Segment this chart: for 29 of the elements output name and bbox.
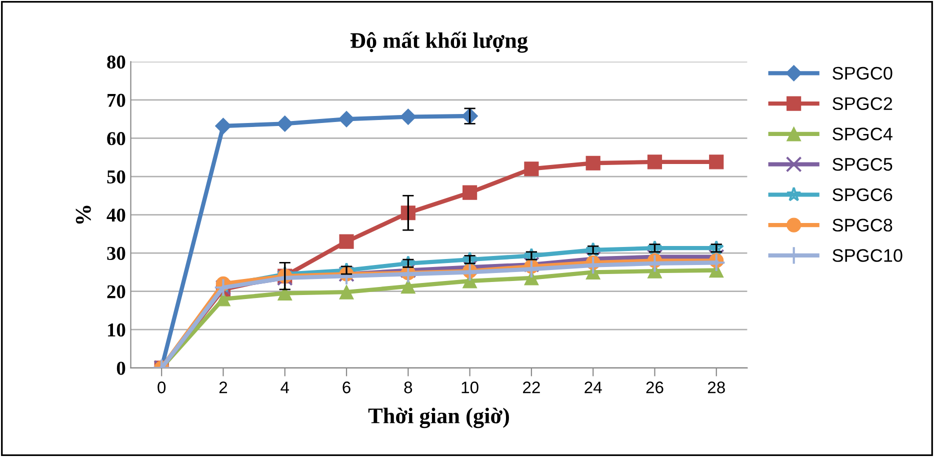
legend-label: SPGC6: [832, 188, 892, 202]
y-tick-label: 10: [108, 323, 126, 337]
x-tick-label: 6: [342, 382, 350, 394]
y-tick-label: 30: [107, 246, 126, 260]
y-tick-label: 50: [107, 170, 126, 184]
x-tick-label: 22: [523, 382, 540, 394]
x-tick-label: 24: [584, 382, 602, 394]
y-axis-title: %: [76, 206, 91, 224]
x-tick-label: 0: [158, 382, 166, 394]
y-tick-label: 80: [107, 56, 126, 69]
legend-label: SPGC4: [832, 128, 892, 140]
x-tick-label: 4: [280, 382, 290, 394]
x-tick-label: 2: [219, 382, 228, 394]
legend-label: SPGC5: [832, 158, 892, 171]
x-tick-label: 28: [708, 382, 725, 394]
y-tick-label: 70: [108, 94, 126, 107]
y-tick-label: 0: [116, 362, 126, 375]
x-axis-title: Thời gian (giờ): [368, 408, 509, 428]
x-tick-label: 8: [404, 382, 412, 394]
x-tick-label: 26: [646, 382, 664, 394]
legend-label: SPGC0: [832, 66, 892, 80]
legend-label: SPGC10: [832, 249, 902, 262]
y-tick-label: 20: [107, 285, 126, 298]
chart-title: Độ mất khối lượng: [350, 32, 528, 53]
y-tick-label: 60: [107, 132, 126, 146]
x-tick-label: 10: [462, 382, 478, 394]
legend-label: SPGC8: [832, 218, 892, 232]
legend-label: SPGC2: [832, 97, 892, 110]
y-tick-label: 40: [106, 208, 126, 222]
